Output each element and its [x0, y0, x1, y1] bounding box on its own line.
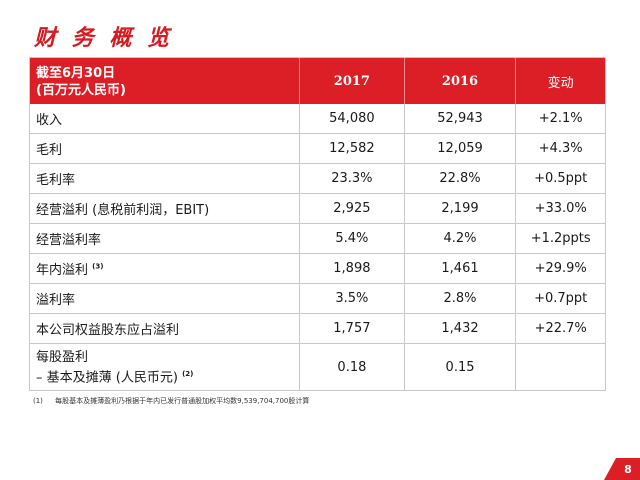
table-row: 毛利率 23.3% 22.8% +0.5ppt: [30, 163, 605, 193]
row-value-2016: 2.8%: [403, 284, 516, 313]
row-value-2017: 12,582: [299, 134, 404, 163]
row-value-2016: 1,461: [403, 254, 516, 283]
row-label-text: 经营溢利率: [36, 233, 102, 248]
row-change: +22.7%: [515, 314, 605, 343]
table-header-row: 截至6月30日 (百万元人民币) 2017 2016 变动: [30, 58, 605, 104]
row-value-2017: 54,080: [299, 104, 404, 133]
row-change: +29.9%: [515, 254, 605, 283]
row-label-text: 本公司权益股东应占溢利: [36, 323, 180, 338]
row-label: 毛利: [30, 139, 299, 158]
row-value-2016: 2,199: [403, 194, 516, 223]
table-row: 溢利率 3.5% 2.8% +0.7ppt: [30, 283, 605, 313]
row-label: 毛利率: [30, 169, 299, 188]
table-row: 经营溢利率 5.4% 4.2% +1.2ppts: [30, 223, 605, 253]
eps-label-line2-text: – 基本及摊薄 (人民币元): [36, 370, 178, 386]
eps-2017: 0.18: [299, 344, 404, 390]
row-value-2017: 1,898: [299, 254, 404, 283]
row-value-2017: 23.3%: [299, 164, 404, 193]
eps-label-line2: – 基本及摊薄 (人民币元) (2): [36, 366, 299, 386]
row-value-2017: 1,757: [299, 314, 404, 343]
page-title: 财 务 概 览: [34, 26, 173, 51]
row-change: +33.0%: [515, 194, 605, 223]
row-value-2017: 5.4%: [299, 224, 404, 253]
table-row: 年内溢利 (3) 1,898 1,461 +29.9%: [30, 253, 605, 283]
table-row: 毛利 12,582 12,059 +4.3%: [30, 133, 605, 163]
row-label: 年内溢利 (3): [30, 259, 299, 278]
financial-summary-table: 截至6月30日 (百万元人民币) 2017 2016 变动 收入 54,080 52…: [29, 57, 606, 391]
eps-label: 每股盈利 – 基本及摊薄 (人民币元) (2): [30, 344, 299, 390]
page-number-corner: [604, 458, 616, 480]
row-label-text: 毛利率: [36, 173, 76, 188]
header-change: 变动: [515, 58, 605, 104]
header-2017: 2017: [299, 58, 404, 104]
row-change: +0.5ppt: [515, 164, 605, 193]
header-label-line1: 截至6月30日: [36, 66, 116, 81]
row-change: +4.3%: [515, 134, 605, 163]
header-period-label: 截至6月30日 (百万元人民币): [30, 63, 299, 99]
table-row: 收入 54,080 52,943 +2.1%: [30, 104, 605, 133]
header-label-line2: (百万元人民币): [36, 83, 126, 98]
page-number: 8: [616, 458, 640, 480]
table-row: 经营溢利 (息税前利润，EBIT) 2,925 2,199 +33.0%: [30, 193, 605, 223]
eps-label-line1: 每股盈利: [36, 350, 89, 365]
row-label: 经营溢利 (息税前利润，EBIT): [30, 199, 299, 218]
table-row: 本公司权益股东应占溢利 1,757 1,432 +22.7%: [30, 313, 605, 343]
footnote-number: (1): [33, 397, 43, 405]
eps-footnote-ref: (2): [182, 370, 194, 378]
row-label: 溢利率: [30, 289, 299, 308]
row-value-2017: 3.5%: [299, 284, 404, 313]
row-label-text: 经营溢利 (息税前利润，EBIT): [36, 203, 210, 218]
row-footnote-ref: (3): [92, 262, 104, 271]
header-2016: 2016: [403, 58, 516, 104]
row-value-2016: 52,943: [403, 104, 516, 133]
footnote-text: 每股基本及摊薄盈利乃根据于年内已发行普通股加权平均数9,539,704,700股…: [55, 397, 310, 405]
row-value-2016: 12,059: [403, 134, 516, 163]
eps-change: [515, 344, 605, 390]
row-change: +0.7ppt: [515, 284, 605, 313]
eps-2016: 0.15: [403, 344, 516, 390]
row-label: 经营溢利率: [30, 229, 299, 248]
row-value-2016: 4.2%: [403, 224, 516, 253]
row-value-2016: 22.8%: [403, 164, 516, 193]
row-label-text: 收入: [36, 113, 63, 128]
row-value-2017: 2,925: [299, 194, 404, 223]
row-change: +1.2ppts: [515, 224, 605, 253]
row-label-text: 年内溢利: [36, 263, 89, 278]
row-label-text: 毛利: [36, 143, 63, 158]
row-value-2016: 1,432: [403, 314, 516, 343]
row-label-text: 溢利率: [36, 293, 76, 308]
row-label: 本公司权益股东应占溢利: [30, 319, 299, 338]
table-row-eps: 每股盈利 – 基本及摊薄 (人民币元) (2) 0.18 0.15: [30, 343, 605, 390]
row-label: 收入: [30, 109, 299, 128]
row-change: +2.1%: [515, 104, 605, 133]
footnote: (1) 每股基本及摊薄盈利乃根据于年内已发行普通股加权平均数9,539,704,…: [33, 396, 309, 406]
